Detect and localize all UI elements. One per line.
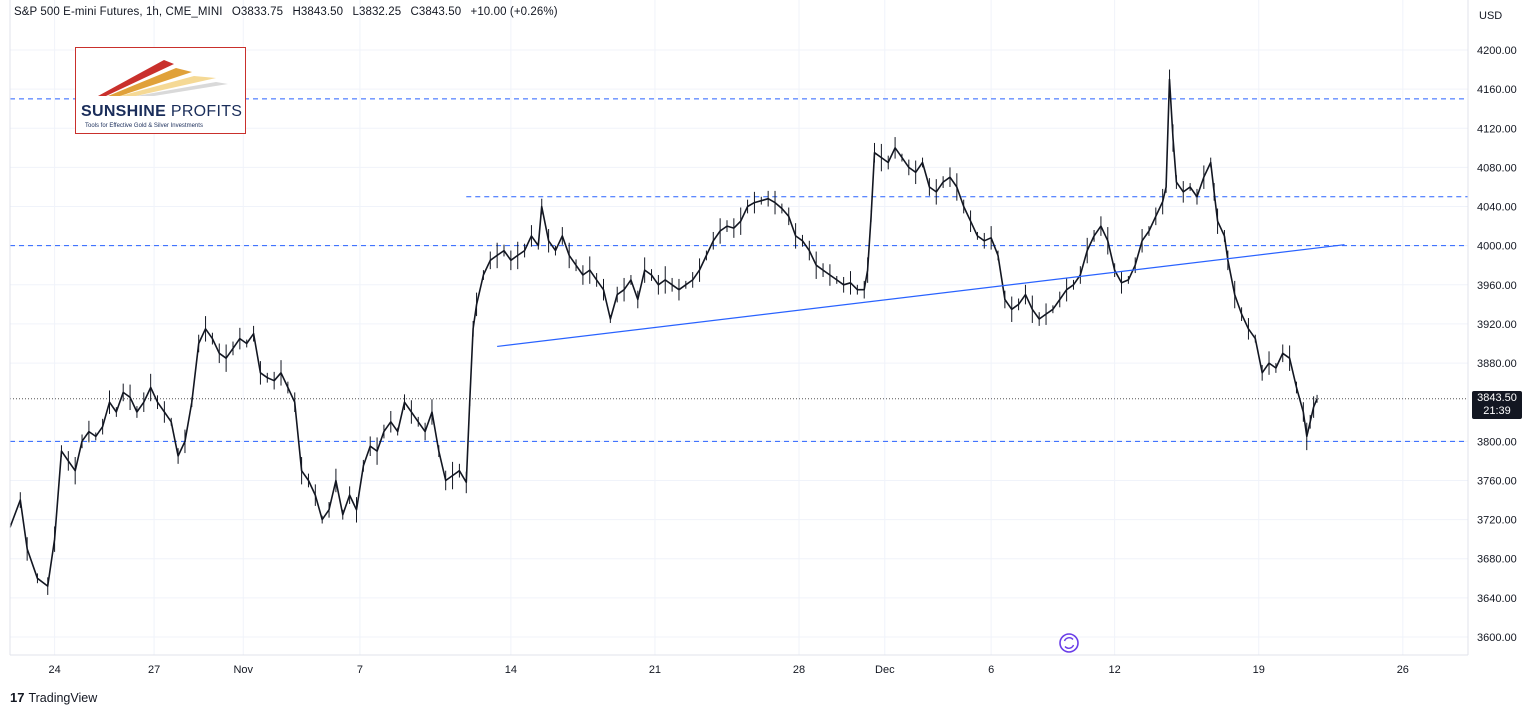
y-tick-label: 4040.00 [1477,202,1517,214]
currency-label: USD [1479,10,1502,22]
tradingview-brand[interactable]: 17 TradingView [10,690,97,705]
price-line [9,78,1318,587]
logo-swoosh-icon [98,60,228,96]
symbol-title[interactable]: S&P 500 E-mini Futures, 1h, CME_MINI [14,6,223,18]
y-tick-label: 4000.00 [1477,241,1517,253]
x-tick-label: 7 [357,664,363,676]
y-tick-label: 3960.00 [1477,280,1517,292]
y-tick-label: 3880.00 [1477,358,1517,370]
y-tick-label: 3680.00 [1477,554,1517,566]
close-value: C3843.50 [410,6,462,18]
y-tick-label: 4120.00 [1477,123,1517,135]
x-tick-label: Nov [233,664,253,676]
x-tick-label: 12 [1109,664,1121,676]
logo-tagline: Tools for Effective Gold & Silver Invest… [85,123,203,129]
x-tick-label: 28 [793,664,805,676]
y-tick-label: 4160.00 [1477,84,1517,96]
price-series [9,69,1318,595]
last-price-value: 3843.50 [1477,392,1517,404]
x-tick-label: 6 [988,664,994,676]
x-tick-label: 14 [505,664,517,676]
high-value: H3843.50 [292,6,344,18]
sunshine-profits-logo: SUNSHINE PROFITS Tools for Effective Gol… [75,47,246,134]
y-tick-label: 3800.00 [1477,436,1517,448]
refresh-icon[interactable] [1059,633,1079,653]
trendline [497,244,1345,348]
x-tick-label: 27 [148,664,160,676]
open-value: O3833.75 [231,6,284,18]
x-tick-label: 24 [48,664,60,676]
y-tick-label: 3920.00 [1477,319,1517,331]
tradingview-label: TradingView [28,690,98,705]
y-tick-label: 4200.00 [1477,45,1517,57]
y-tick-label: 3720.00 [1477,515,1517,527]
x-tick-label: Dec [875,664,895,676]
last-price-tag: 3843.50 21:39 [1472,391,1522,419]
y-tick-label: 3600.00 [1477,632,1517,644]
countdown-value: 21:39 [1483,405,1511,417]
horizontal-levels [10,98,1468,442]
logo-name: SUNSHINE PROFITS [81,103,242,121]
logo-name-bold: SUNSHINE [81,103,167,120]
logo-name-light: PROFITS [170,103,243,120]
chart-header: S&P 500 E-mini Futures, 1h, CME_MINI O38… [14,6,564,18]
x-tick-label: 21 [649,664,661,676]
trendline-segment [497,244,1345,348]
change-value: +10.00 (+0.26%) [470,6,558,18]
x-tick-label: 26 [1397,664,1409,676]
axes: USD 4200.00 4160.00 4120.00 4080.00 4040.00 40… [9,0,1517,676]
x-tick-label: 19 [1253,664,1265,676]
y-tick-label: 4080.00 [1477,162,1517,174]
tradingview-logo-icon: 17 [10,690,25,705]
y-tick-label: 3760.00 [1477,475,1517,487]
y-tick-label: 3640.00 [1477,593,1517,605]
low-value: L3832.25 [352,6,402,18]
